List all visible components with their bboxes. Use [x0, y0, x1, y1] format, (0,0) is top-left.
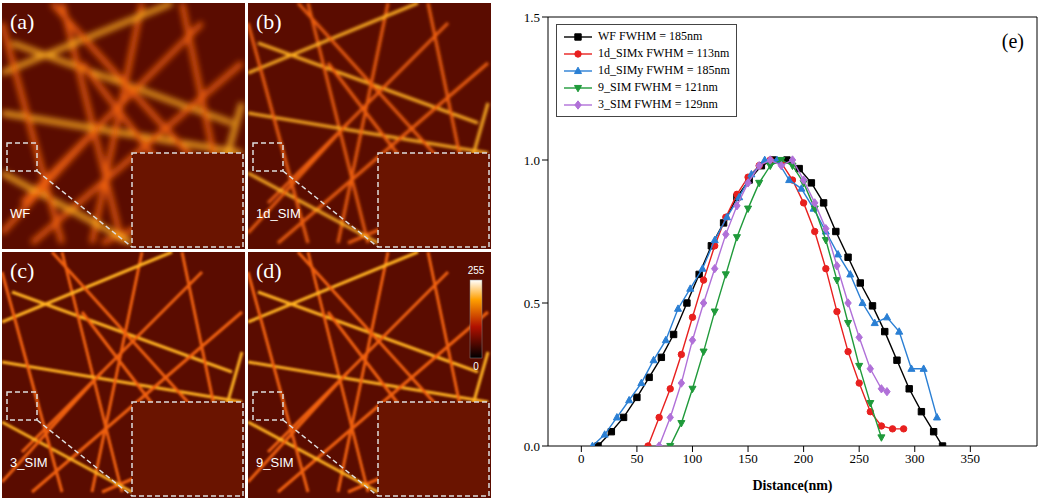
svg-text:0.5: 0.5 — [524, 296, 540, 311]
svg-text:1.5: 1.5 — [524, 10, 540, 25]
html-text:(e): (e) — [1001, 30, 1024, 52]
html-text:9_SIM FWHM = 121nm: 9_SIM FWHM = 121nm — [598, 80, 718, 94]
svg-text:(a): (a) — [10, 9, 34, 34]
html-text:1d_SIMx FWHM = 113nm: 1d_SIMx FWHM = 113nm — [598, 46, 730, 60]
svg-text:(b): (b) — [256, 9, 282, 34]
html-text:3_SIM FWHM = 129nm: 3_SIM FWHM = 129nm — [598, 97, 718, 111]
svg-text:1.0: 1.0 — [524, 153, 540, 168]
svg-text:100: 100 — [683, 451, 703, 466]
svg-text:0: 0 — [473, 361, 479, 372]
html-text:WF FWHM = 185nm: WF FWHM = 185nm — [598, 29, 703, 43]
svg-text:350: 350 — [961, 451, 981, 466]
svg-text:150: 150 — [738, 451, 758, 466]
svg-text:WF: WF — [10, 206, 30, 221]
svg-text:9_SIM: 9_SIM — [256, 455, 294, 470]
svg-text:0.0: 0.0 — [524, 439, 540, 454]
svg-text:1d_SIM: 1d_SIM — [256, 206, 301, 221]
svg-text:50: 50 — [630, 451, 643, 466]
svg-text:(d): (d) — [256, 258, 282, 283]
svg-text:250: 250 — [849, 451, 869, 466]
svg-text:200: 200 — [794, 451, 814, 466]
html-text:1d_SIMy FWHM = 185nm: 1d_SIMy FWHM = 185nm — [598, 63, 730, 77]
svg-text:Distance(nm): Distance(nm) — [752, 478, 832, 494]
svg-text:255: 255 — [468, 265, 485, 276]
svg-text:300: 300 — [905, 451, 925, 466]
svg-text:3_SIM: 3_SIM — [10, 455, 48, 470]
svg-text:(c): (c) — [10, 258, 34, 283]
svg-text:0: 0 — [578, 451, 585, 466]
